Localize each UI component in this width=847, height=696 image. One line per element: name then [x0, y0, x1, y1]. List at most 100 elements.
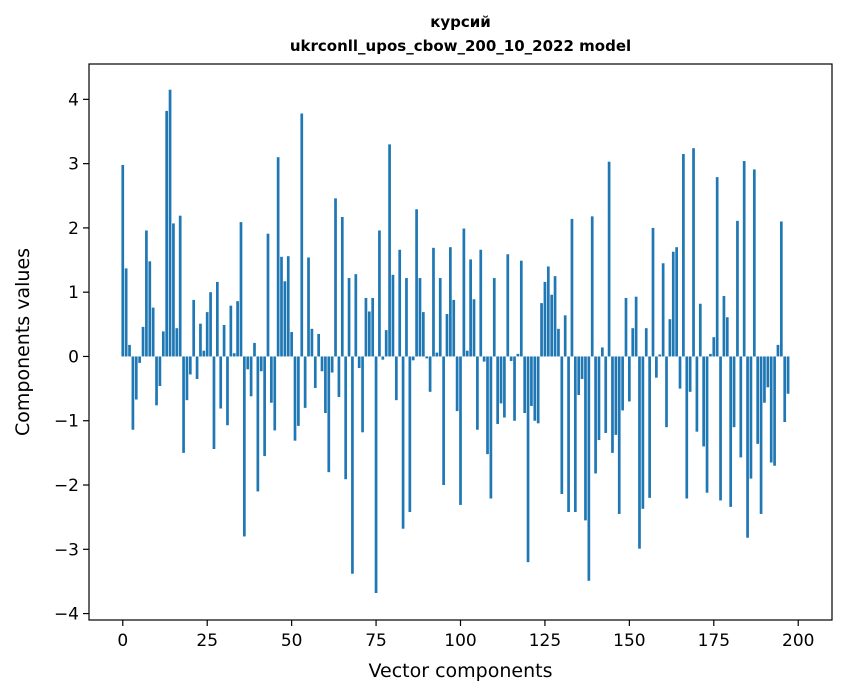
bar-103 [469, 259, 472, 357]
bar-153 [638, 356, 641, 549]
y-tick-label: 3 [68, 155, 79, 175]
x-tick-label: 75 [365, 631, 387, 651]
bar-188 [756, 356, 760, 444]
bar-149 [624, 297, 628, 357]
bar-146 [614, 356, 618, 435]
bar-13 [165, 110, 169, 357]
bar-7 [145, 230, 148, 357]
bar-131 [563, 315, 567, 357]
bar-80 [391, 274, 395, 357]
bar-148 [621, 356, 624, 411]
bar-77 [381, 356, 385, 360]
bar-32 [229, 305, 233, 357]
bar-166 [682, 153, 685, 357]
bar-60 [324, 356, 327, 414]
x-axis: 0 25 50 75 100 125 150 175 200 [117, 620, 814, 651]
bar-115 [509, 356, 513, 361]
bar-181 [732, 356, 736, 428]
bar-73 [367, 311, 371, 357]
bar-118 [519, 260, 523, 357]
bar-164 [675, 247, 678, 357]
bar-179 [725, 317, 729, 357]
bar-14 [168, 89, 172, 357]
bar-196 [783, 356, 787, 423]
bar-140 [594, 356, 597, 474]
bar-81 [394, 356, 398, 401]
bar-65 [340, 216, 344, 357]
bar-57 [313, 356, 317, 388]
bar-150 [628, 356, 631, 402]
bar-61 [327, 356, 331, 473]
x-tick-label: 175 [698, 631, 730, 651]
bar-102 [465, 350, 469, 357]
bar-25 [205, 312, 209, 357]
bar-104 [472, 299, 476, 357]
bar-22 [195, 356, 199, 379]
bar-170 [695, 356, 699, 432]
bar-128 [553, 276, 557, 357]
bar-69 [354, 274, 358, 357]
bar-137 [584, 356, 587, 521]
bar-142 [600, 347, 604, 357]
bar-158 [655, 356, 658, 378]
bar-59 [320, 356, 324, 372]
bar-122 [533, 356, 537, 421]
bar-141 [597, 356, 601, 441]
bar-41 [259, 356, 263, 372]
x-tick-label: 125 [529, 631, 561, 651]
bar-17 [178, 215, 182, 357]
bar-20 [188, 356, 192, 375]
bar-143 [604, 356, 608, 433]
bar-1 [124, 268, 128, 357]
bar-47 [280, 256, 283, 357]
bar-185 [746, 356, 749, 538]
bar-134 [573, 356, 577, 513]
bar-4 [134, 356, 138, 400]
bar-173 [705, 356, 709, 493]
bar-114 [506, 254, 510, 357]
bar-192 [769, 356, 773, 463]
bar-105 [476, 356, 479, 430]
bar-138 [587, 356, 591, 581]
bar-82 [398, 249, 402, 357]
bar-42 [263, 356, 266, 457]
bar-63 [334, 198, 337, 357]
bar-30 [222, 324, 226, 357]
bar-11 [158, 356, 162, 387]
bar-53 [300, 113, 304, 357]
bar-76 [378, 230, 381, 357]
bar-44 [270, 356, 273, 403]
bar-111 [496, 356, 499, 424]
bar-29 [219, 356, 223, 409]
bar-162 [668, 319, 672, 357]
bar-154 [641, 356, 645, 509]
bar-155 [644, 328, 648, 357]
bar-119 [523, 356, 527, 414]
bar-168 [688, 356, 692, 392]
bar-19 [185, 356, 189, 401]
bar-72 [364, 297, 368, 357]
bar-50 [290, 332, 293, 357]
bar-191 [766, 356, 770, 388]
bar-56 [310, 328, 314, 357]
bar-94 [438, 278, 442, 357]
bar-135 [577, 356, 581, 396]
bar-190 [763, 356, 766, 403]
bar-139 [590, 216, 594, 357]
bar-31 [226, 356, 229, 426]
y-tick-label: −2 [54, 476, 79, 496]
bar-93 [435, 352, 439, 357]
bar-51 [293, 356, 297, 441]
bar-58 [317, 333, 320, 357]
bar-10 [155, 356, 158, 406]
bar-171 [698, 303, 702, 357]
bar-159 [658, 354, 662, 357]
bar-110 [492, 278, 496, 357]
bar-136 [580, 356, 584, 379]
bar-197 [786, 356, 790, 394]
bar-124 [540, 303, 543, 357]
bar-6 [141, 326, 145, 357]
bar-43 [266, 233, 270, 357]
bar-68 [351, 356, 354, 574]
